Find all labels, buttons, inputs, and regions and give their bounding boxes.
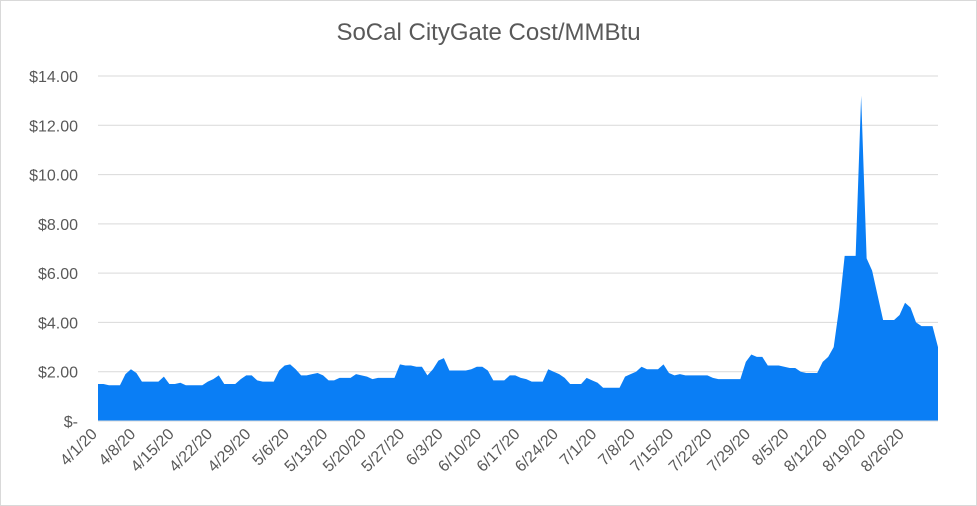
y-tick-label: $-	[64, 414, 78, 431]
x-tick-label: 5/27/20	[359, 426, 409, 476]
area-series	[98, 95, 938, 422]
x-tick-label: 8/26/20	[858, 426, 908, 476]
y-tick-label: $12.00	[29, 118, 78, 135]
y-tick-label: $4.00	[38, 315, 78, 332]
area-series-fill	[98, 95, 938, 422]
gridlines	[98, 75, 938, 373]
y-tick-label: $10.00	[29, 168, 78, 185]
x-tick-label: 4/29/20	[205, 426, 255, 476]
x-tick-label: 4/1/20	[57, 426, 101, 470]
x-tick-label: 7/29/20	[704, 426, 754, 476]
y-tick-labels: $- $2.00 $4.00 $6.00 $8.00 $10.00 $12.00 $14.00	[29, 69, 78, 431]
x-tick-label: 6/24/20	[512, 426, 562, 476]
y-tick-label: $6.00	[38, 266, 78, 283]
x-tick-label: 7/1/20	[557, 426, 601, 470]
chart-title: SoCal CityGate Cost/MMBtu	[336, 19, 641, 46]
y-tick-label: $8.00	[38, 217, 78, 234]
y-tick-label: $14.00	[29, 69, 78, 86]
y-tick-label: $2.00	[38, 365, 78, 382]
x-tick-labels: 4/1/204/8/204/15/204/22/204/29/205/6/205…	[57, 426, 908, 476]
